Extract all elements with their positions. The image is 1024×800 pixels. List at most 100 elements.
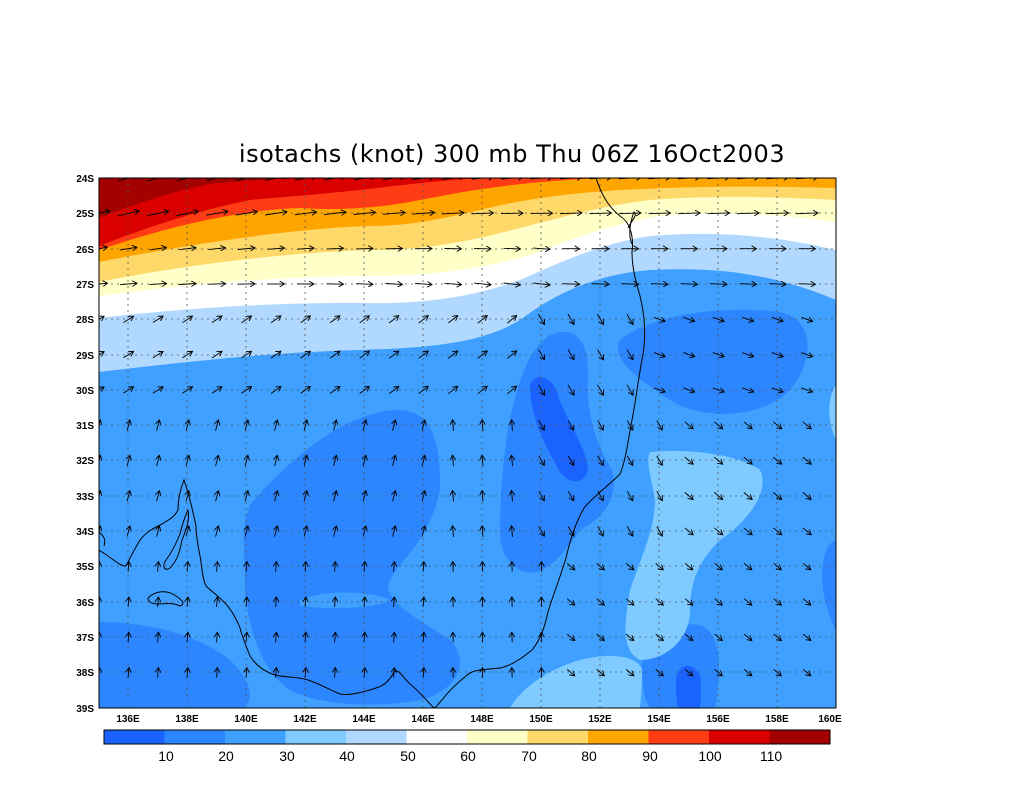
wind-arrow: [448, 316, 457, 324]
wind-arrow: [567, 526, 574, 537]
wind-arrow: [414, 283, 432, 284]
wind-arrow: [500, 213, 523, 214]
wind-arrow: [305, 597, 306, 607]
wind-arrow: [656, 455, 663, 466]
wind-arrow: [567, 455, 574, 466]
wind-arrow: [305, 632, 306, 643]
wind-arrow: [795, 213, 818, 214]
wind-arrow: [385, 284, 403, 285]
wind-arrow: [773, 669, 782, 675]
wind-arrow: [267, 248, 285, 249]
wind-arrow: [683, 317, 694, 321]
wind-arrow: [117, 211, 139, 217]
wind-arrow: [276, 668, 277, 678]
wind-arrow: [99, 491, 101, 498]
wind-arrow: [418, 386, 429, 394]
wind-arrow: [655, 598, 664, 606]
wind-arrow: [127, 491, 130, 502]
wind-arrow: [712, 353, 724, 357]
wind-arrow: [714, 421, 722, 429]
wind-arrow: [684, 669, 693, 675]
wind-arrow: [503, 283, 521, 285]
wind-arrow: [117, 178, 139, 182]
wind-arrow: [567, 490, 574, 501]
colorbar-swatch-9: [648, 730, 709, 744]
wind-arrow: [766, 213, 789, 214]
lat-label: 37S: [76, 633, 94, 644]
colorbar-label: 100: [698, 748, 722, 764]
wind-arrow: [158, 597, 159, 607]
lon-label: 142E: [293, 714, 317, 725]
wind-arrow: [773, 633, 782, 640]
wind-arrow: [655, 669, 664, 675]
wind-arrow: [157, 526, 160, 537]
wind-arrow: [359, 316, 370, 324]
wind-arrow: [324, 212, 346, 215]
wind-arrow: [353, 178, 376, 181]
wind-arrow: [802, 421, 811, 429]
wind-arrow: [538, 313, 545, 324]
plot-frame: [98, 177, 837, 709]
wind-arrow: [294, 212, 317, 215]
wind-arrow: [684, 527, 693, 535]
wind-arrow: [182, 316, 193, 323]
wind-arrow: [394, 562, 395, 572]
colorbar-label: 30: [279, 748, 295, 764]
wind-arrow: [99, 316, 104, 322]
wind-arrow: [99, 283, 108, 285]
wind-arrow: [597, 490, 604, 501]
wind-arrow: [656, 526, 663, 537]
wind-arrow: [743, 669, 752, 675]
wind-arrow: [653, 388, 665, 392]
wind-arrow: [538, 526, 545, 537]
wind-arrow: [743, 598, 752, 606]
wind-arrow: [453, 420, 454, 431]
wind-arrow: [567, 384, 574, 395]
wind-arrow: [538, 490, 545, 501]
wind-arrow: [388, 351, 399, 359]
wind-arrow: [99, 247, 108, 250]
lon-label: 156E: [706, 714, 730, 725]
wind-arrow: [567, 349, 574, 360]
wind-arrow: [743, 527, 752, 535]
wind-arrow: [422, 526, 425, 537]
wind-arrow: [766, 178, 789, 179]
wind-arrow: [99, 455, 101, 463]
wind-arrow: [773, 492, 781, 499]
wind-arrow: [482, 420, 483, 431]
wind-arrow: [176, 211, 199, 216]
wind-arrow: [178, 284, 196, 285]
wind-arrow: [158, 562, 159, 572]
lon-label: 152E: [588, 714, 612, 725]
wind-arrow: [334, 420, 337, 431]
wind-arrow: [677, 178, 700, 179]
wind-arrow: [566, 563, 575, 569]
wind-arrow: [802, 598, 811, 606]
colorbar-label: 60: [460, 748, 476, 764]
colorbar: 10 20 30 40 50 60 70 80 90 100 110: [103, 729, 831, 764]
wind-arrow: [736, 213, 759, 214]
wind-arrow: [589, 213, 612, 214]
wind-arrow: [383, 178, 405, 181]
lon-label: 160E: [818, 714, 842, 725]
wind-arrow: [771, 353, 783, 357]
wind-arrow: [684, 563, 693, 569]
wind-arrow: [294, 178, 317, 181]
field-band-10-se: [676, 665, 701, 708]
wind-arrow: [653, 353, 665, 357]
wind-arrow: [394, 668, 395, 678]
wind-arrow: [329, 316, 340, 324]
wind-arrow: [217, 562, 218, 572]
field-band-120: [99, 178, 300, 218]
wind-arrow: [482, 526, 483, 537]
lon-label: 138E: [175, 714, 199, 725]
colorbar-label: 50: [400, 748, 416, 764]
wind-arrow: [388, 386, 399, 394]
wind-arrow: [471, 213, 494, 214]
colorbar-label: 40: [339, 748, 355, 764]
wind-arrow: [743, 563, 752, 569]
wind-arrow: [683, 353, 694, 357]
wind-arrow: [235, 178, 257, 182]
lon-label: 140E: [234, 714, 258, 725]
wind-arrow: [707, 178, 730, 179]
